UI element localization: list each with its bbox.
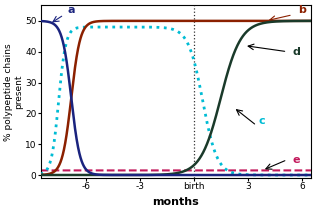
Text: e: e: [293, 155, 300, 165]
Y-axis label: % polypeptide chains
present: % polypeptide chains present: [4, 43, 24, 141]
Text: d: d: [293, 47, 301, 57]
Text: b: b: [298, 5, 306, 15]
X-axis label: months: months: [152, 197, 199, 207]
Text: c: c: [259, 116, 266, 126]
Text: a: a: [67, 5, 75, 15]
